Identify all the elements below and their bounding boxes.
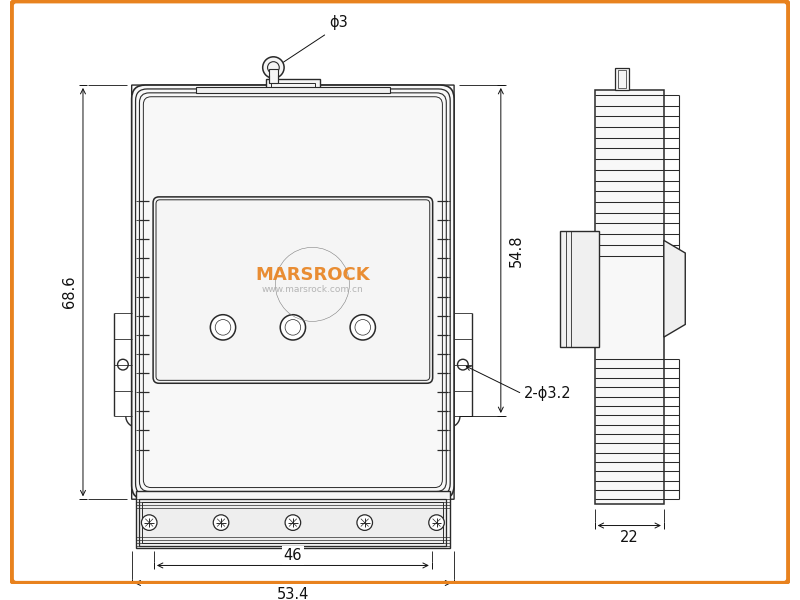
Circle shape <box>142 515 157 530</box>
Bar <box>594 90 664 504</box>
FancyBboxPatch shape <box>132 85 454 499</box>
Text: 68.6: 68.6 <box>62 276 77 308</box>
Text: 46: 46 <box>284 548 302 563</box>
Circle shape <box>429 515 444 530</box>
Circle shape <box>214 515 229 530</box>
FancyBboxPatch shape <box>153 197 433 383</box>
Text: 53.4: 53.4 <box>277 587 309 600</box>
Text: 22: 22 <box>620 530 638 545</box>
Bar <box>142 502 443 543</box>
Polygon shape <box>664 241 686 337</box>
Circle shape <box>210 314 236 340</box>
Bar <box>135 491 450 548</box>
Circle shape <box>357 515 373 530</box>
Text: 2-ϕ3.2: 2-ϕ3.2 <box>524 386 572 401</box>
Bar <box>139 499 446 546</box>
Text: 54.8: 54.8 <box>509 234 524 267</box>
Bar <box>615 68 629 90</box>
Bar <box>196 87 390 93</box>
Text: MARSROCK: MARSROCK <box>255 266 370 284</box>
Bar <box>618 70 626 88</box>
Circle shape <box>285 515 301 530</box>
Text: ϕ3: ϕ3 <box>329 14 348 29</box>
Text: www.marsrock.com.cn: www.marsrock.com.cn <box>262 285 363 294</box>
Circle shape <box>262 57 284 78</box>
Bar <box>560 231 598 347</box>
Bar <box>269 70 278 83</box>
Bar <box>271 83 314 89</box>
Bar <box>266 79 320 89</box>
Circle shape <box>280 314 306 340</box>
Circle shape <box>350 314 375 340</box>
